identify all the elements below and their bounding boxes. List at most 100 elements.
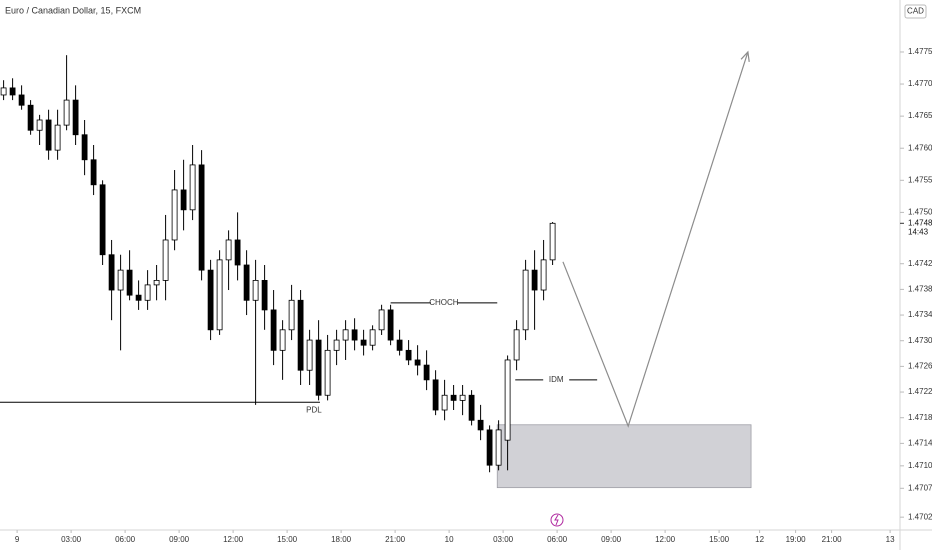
x-tick-label: 21:00 (385, 535, 406, 544)
candle-body (396, 339, 403, 351)
x-tick-label: 19:00 (786, 535, 807, 544)
x-tick-label: 12:00 (655, 535, 676, 544)
x-tick-label: 06:00 (547, 535, 568, 544)
level-label: CHOCH (429, 298, 459, 307)
y-tick-label: 1.47750 (908, 47, 932, 56)
y-tick-label: 1.47105 (908, 461, 932, 470)
candle-body (279, 329, 286, 351)
projection-arrowhead (740, 50, 750, 62)
y-tick-label: 1.47550 (908, 175, 932, 184)
candle-body (90, 159, 97, 186)
candle-body (378, 309, 385, 331)
candle-body (45, 119, 52, 151)
y-tick-label: 1.47600 (908, 143, 932, 152)
candle-body (81, 134, 88, 161)
y-tick-label: 1.47180 (908, 413, 932, 422)
zone (496, 424, 752, 489)
candle-body (252, 279, 259, 301)
chart-title: Euro / Canadian Dollar, 15, FXCM (5, 5, 141, 15)
candle-body (459, 394, 466, 401)
candle-body (234, 239, 241, 266)
candle-body (387, 309, 394, 341)
candle-body (117, 269, 124, 291)
candle-body (162, 239, 169, 281)
y-tick-label: 1.47700 (908, 79, 932, 88)
level-label-bg (430, 297, 457, 308)
event-icon[interactable] (550, 513, 564, 527)
y-tick-label: 1.47260 (908, 361, 932, 370)
x-tick-label: 12 (755, 535, 764, 544)
currency[interactable]: CAD (907, 7, 924, 16)
candle-body (495, 429, 502, 466)
candle-body (144, 284, 151, 301)
candle-body (450, 394, 457, 401)
candle-body (243, 264, 250, 301)
candle-body (369, 329, 376, 346)
candle-body (477, 419, 484, 431)
candle-body (324, 349, 331, 396)
x-tick-label: 21:00 (822, 535, 843, 544)
x-tick-label: 03:00 (61, 535, 82, 544)
candle-body (54, 124, 61, 151)
level-label: IDM (549, 375, 564, 384)
candle-body (432, 379, 439, 411)
candle-body (108, 254, 115, 291)
candle-body (189, 164, 196, 211)
y-tick-label: 1.47070 (908, 483, 932, 492)
x-tick-label: 06:00 (115, 535, 136, 544)
candle-body (531, 269, 538, 291)
candle-body (333, 339, 340, 351)
candle-body (540, 259, 547, 291)
candle-body (513, 329, 520, 361)
y-tick-label: 1.47340 (908, 310, 932, 319)
y-tick-label: 1.47220 (908, 387, 932, 396)
projection-path (562, 51, 749, 428)
candle-body (180, 189, 187, 211)
candle-body (441, 394, 448, 411)
candle-body (522, 269, 529, 331)
x-tick-label: 09:00 (169, 535, 190, 544)
countdown: 14:43 (908, 227, 929, 236)
x-tick-label: 03:00 (493, 535, 514, 544)
candle-body (216, 259, 223, 331)
candle-body (405, 349, 412, 361)
candle-body (225, 239, 232, 261)
x-tick-label: 18:00 (331, 535, 352, 544)
candle-body (288, 299, 295, 331)
y-tick-label: 1.47140 (908, 438, 932, 447)
candle-body (315, 339, 322, 396)
candle-body (72, 99, 79, 136)
y-tick-label: 1.47420 (908, 259, 932, 268)
last-price: 1.47483 (908, 218, 932, 227)
candle-body (360, 339, 367, 346)
candle-body (261, 279, 268, 311)
candle-body (504, 359, 511, 441)
candle-body (423, 364, 430, 381)
candle-body (351, 329, 358, 341)
candle-body (36, 119, 43, 131)
x-tick-label: 12:00 (223, 535, 244, 544)
y-tick-label: 1.47300 (908, 336, 932, 345)
candle-body (9, 87, 16, 96)
y-tick-label: 1.47025 (908, 512, 932, 521)
y-tick-label: 1.47650 (908, 111, 932, 120)
candle-body (126, 269, 133, 296)
x-tick-label: 9 (15, 535, 20, 544)
x-tick-label: 09:00 (601, 535, 622, 544)
candle-body (207, 269, 214, 331)
candle-body (18, 94, 25, 106)
candle-body (486, 429, 493, 466)
x-tick-label: 15:00 (277, 535, 298, 544)
y-tick-label: 1.47380 (908, 284, 932, 293)
x-tick-label: 15:00 (709, 535, 730, 544)
candle-body (27, 104, 34, 131)
currency-box[interactable] (904, 4, 927, 19)
candle-body (63, 99, 70, 126)
level-label-bg (543, 374, 570, 385)
candle-body (468, 394, 475, 421)
candle-body (297, 299, 304, 371)
candle-body (306, 339, 313, 371)
y-tick-label: 1.47500 (908, 207, 932, 216)
